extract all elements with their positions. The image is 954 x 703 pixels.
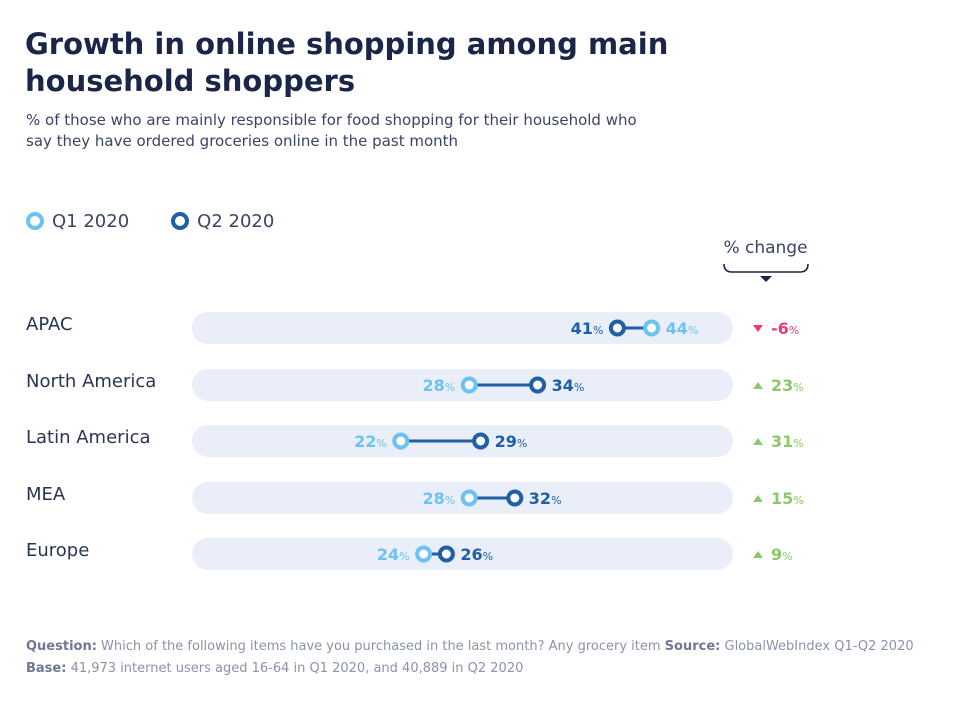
change-value-latin-america: 31% xyxy=(771,432,804,451)
legend-item-q1: Q1 2020 xyxy=(26,211,129,232)
q1-value-label-latin-america: 22% xyxy=(354,432,387,451)
q2-value-label-latin-america: 29% xyxy=(495,432,528,451)
q1-point-apac xyxy=(643,319,661,337)
q1-point-europe xyxy=(415,545,433,563)
q2-point-latin-america xyxy=(472,432,490,450)
footnote-question-label: Question: xyxy=(26,639,97,654)
footnote-base-text: 41,973 internet users aged 16-64 in Q1 2… xyxy=(66,661,524,676)
change-value-north-america: 23% xyxy=(771,376,804,395)
category-label-apac: APAC xyxy=(26,314,73,335)
q1-value-label-north-america: 28% xyxy=(422,376,455,395)
chart-subtitle: % of those who are mainly responsible fo… xyxy=(26,111,637,150)
percent-change-header: % change xyxy=(723,238,808,258)
row-track-apac xyxy=(192,312,733,344)
legend-q1-marker xyxy=(26,212,44,230)
chart-title: Growth in online shopping among main hou… xyxy=(25,27,669,98)
footnote-source-text: GlobalWebIndex Q1-Q2 2020 xyxy=(720,639,914,654)
legend: Q1 2020 Q2 2020 xyxy=(26,209,316,233)
category-label-north-america: North America xyxy=(26,371,156,392)
row-track-europe xyxy=(192,538,733,570)
q1-value-label-apac: 44% xyxy=(666,319,699,338)
q1-value-label-europe: 24% xyxy=(377,545,410,564)
footnote-source-label: Source: xyxy=(664,639,721,654)
change-arrow-up-mea xyxy=(753,495,763,502)
legend-item-q2: Q2 2020 xyxy=(171,211,274,232)
change-arrow-up-latin-america xyxy=(753,438,763,445)
change-arrow-up-north-america xyxy=(753,382,763,389)
q1-point-latin-america xyxy=(392,432,410,450)
change-value-mea: 15% xyxy=(771,489,804,508)
change-arrow-up-europe xyxy=(753,551,763,558)
category-label-mea: MEA xyxy=(26,484,66,505)
q2-value-label-apac: 41% xyxy=(571,319,604,338)
q2-value-label-europe: 26% xyxy=(460,545,493,564)
q2-point-north-america xyxy=(529,376,547,394)
q2-point-apac xyxy=(608,319,626,337)
q2-point-mea xyxy=(506,489,524,507)
footnote: Question: Which of the following items h… xyxy=(26,636,926,680)
q2-value-label-north-america: 34% xyxy=(552,376,585,395)
legend-q2-label: Q2 2020 xyxy=(197,210,275,232)
category-label-latin-america: Latin America xyxy=(26,427,151,448)
change-value-europe: 9% xyxy=(771,545,793,564)
legend-q1-label: Q1 2020 xyxy=(52,210,130,232)
percent-change-brace xyxy=(723,263,809,282)
q2-point-europe xyxy=(437,545,455,563)
change-value-apac: -6% xyxy=(771,319,799,338)
q1-value-label-mea: 28% xyxy=(422,489,455,508)
footnote-question-text: Which of the following items have you pu… xyxy=(96,639,665,654)
q1-point-mea xyxy=(460,489,478,507)
legend-q2-marker xyxy=(171,212,190,230)
category-label-europe: Europe xyxy=(26,540,89,561)
q2-value-label-mea: 32% xyxy=(529,489,562,508)
change-arrow-down-apac xyxy=(753,325,763,332)
footnote-base-label: Base: xyxy=(26,661,67,676)
q1-point-north-america xyxy=(460,376,478,394)
